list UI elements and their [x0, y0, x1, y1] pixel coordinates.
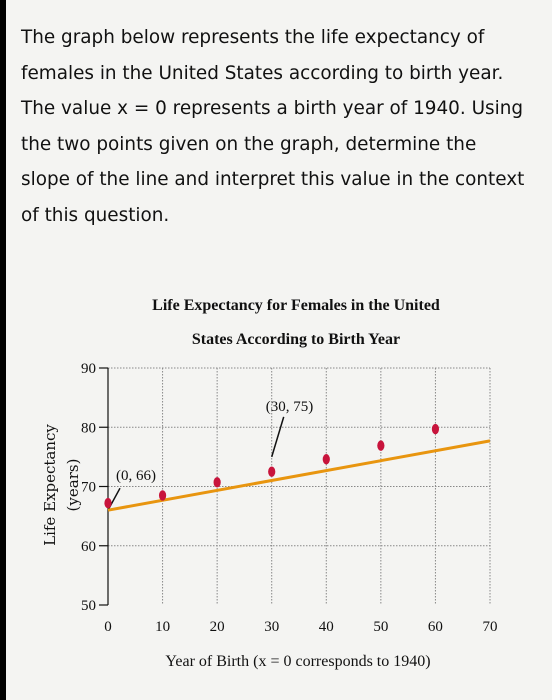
axes	[99, 367, 109, 606]
worksheet-page	[6, 0, 552, 700]
point-annotation: (0, 66)	[116, 468, 156, 484]
x-tick-label: 70	[483, 619, 498, 635]
x-tick-label: 50	[373, 619, 388, 635]
data-point	[268, 466, 276, 477]
chart-title-line-2: States According to Birth Year	[192, 331, 400, 348]
annotation-leader-line	[270, 416, 285, 458]
data-point	[158, 490, 167, 501]
x-tick-label: 0	[104, 619, 112, 635]
data-point	[377, 440, 385, 451]
x-tick-label: 20	[210, 619, 225, 635]
point-annotation: (30, 75)	[266, 399, 314, 415]
y-axis-label: Life Expectancy	[41, 424, 59, 546]
tick-labels: 50 60 70 80 90 0 10 20 30 40 50 60 70	[81, 361, 498, 635]
y-tick-label: 60	[81, 539, 96, 555]
data-point	[322, 454, 330, 465]
x-tick-label: 40	[319, 619, 334, 635]
y-axis-unit-label: (years)	[64, 459, 82, 512]
data-point	[431, 423, 440, 435]
y-tick-label: 50	[81, 598, 96, 614]
y-tick-label: 80	[81, 420, 96, 436]
trend-line	[107, 439, 491, 512]
x-tick-label: 10	[155, 619, 170, 635]
data-point	[213, 477, 221, 488]
data-series	[104, 423, 491, 512]
y-tick-label: 90	[81, 361, 96, 377]
x-tick-label: 60	[428, 619, 443, 635]
annotation-leaders	[107, 416, 285, 511]
y-tick-label: 70	[81, 480, 96, 496]
grid-lines	[108, 367, 491, 605]
chart-title-line-1: Life Expectancy for Females in the Unite…	[152, 297, 440, 314]
annotations: (0, 66) (30, 75)	[116, 399, 313, 484]
x-axis-label: Year of Birth (x = 0 corresponds to 1940…	[165, 653, 430, 670]
question-text: The graph below represents the life expe…	[21, 27, 525, 226]
x-tick-label: 30	[264, 619, 279, 635]
data-point	[104, 497, 112, 509]
